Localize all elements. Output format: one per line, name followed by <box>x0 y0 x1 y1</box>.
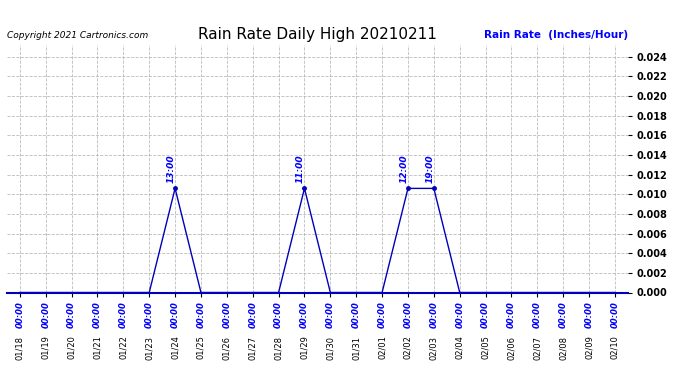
Text: 00:00: 00:00 <box>326 301 335 328</box>
Text: 00:00: 00:00 <box>93 301 102 328</box>
Text: 00:00: 00:00 <box>611 301 620 328</box>
Text: 00:00: 00:00 <box>507 301 516 328</box>
Text: 00:00: 00:00 <box>222 301 231 328</box>
Text: 00:00: 00:00 <box>41 301 50 328</box>
Text: 13:00: 13:00 <box>167 155 176 183</box>
Text: 00:00: 00:00 <box>197 301 206 328</box>
Text: Rain Rate  (Inches/Hour): Rain Rate (Inches/Hour) <box>484 30 628 40</box>
Text: 11:00: 11:00 <box>296 155 305 183</box>
Text: 00:00: 00:00 <box>404 301 413 328</box>
Text: Copyright 2021 Cartronics.com: Copyright 2021 Cartronics.com <box>7 31 148 40</box>
Text: 00:00: 00:00 <box>377 301 386 328</box>
Text: 00:00: 00:00 <box>145 301 154 328</box>
Text: 00:00: 00:00 <box>119 301 128 328</box>
Title: Rain Rate Daily High 20210211: Rain Rate Daily High 20210211 <box>198 27 437 42</box>
Text: 19:00: 19:00 <box>426 155 435 183</box>
Text: 00:00: 00:00 <box>274 301 283 328</box>
Text: 00:00: 00:00 <box>429 301 438 328</box>
Text: 00:00: 00:00 <box>559 301 568 328</box>
Text: 12:00: 12:00 <box>400 155 408 183</box>
Text: 00:00: 00:00 <box>455 301 464 328</box>
Text: 00:00: 00:00 <box>248 301 257 328</box>
Text: 00:00: 00:00 <box>300 301 309 328</box>
Text: 00:00: 00:00 <box>170 301 179 328</box>
Text: 00:00: 00:00 <box>352 301 361 328</box>
Text: 00:00: 00:00 <box>481 301 490 328</box>
Text: 00:00: 00:00 <box>67 301 76 328</box>
Text: 00:00: 00:00 <box>584 301 593 328</box>
Text: 00:00: 00:00 <box>533 301 542 328</box>
Text: 00:00: 00:00 <box>15 301 24 328</box>
